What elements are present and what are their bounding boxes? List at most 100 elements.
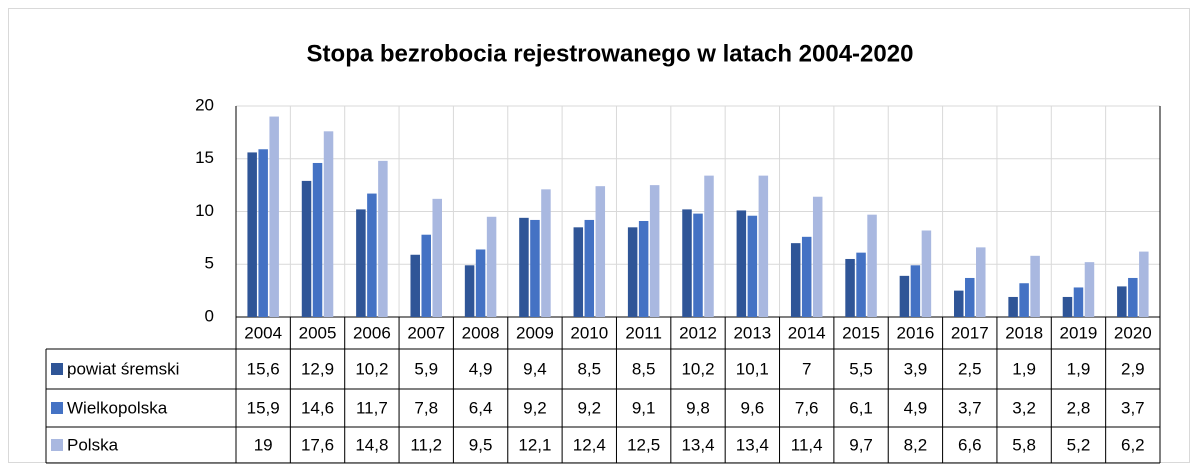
- table-cell: 12,5: [627, 435, 660, 454]
- bar: [965, 277, 975, 317]
- x-tick-label: 2018: [1005, 323, 1043, 342]
- bar: [541, 189, 551, 317]
- table-cell: 10,2: [681, 359, 714, 378]
- bar: [519, 217, 529, 317]
- bar: [1084, 262, 1095, 317]
- bar: [486, 216, 497, 317]
- bar: [899, 275, 910, 317]
- bar: [1062, 296, 1073, 317]
- bar: [247, 152, 257, 317]
- table-cell: 11,2: [410, 435, 442, 454]
- bar: [1139, 251, 1149, 317]
- table-cell: 6,1: [849, 398, 873, 417]
- bar: [921, 230, 932, 317]
- table-cell: 10,2: [355, 359, 388, 378]
- bar: [790, 243, 801, 317]
- x-tick-label: 2015: [842, 323, 880, 342]
- bar: [845, 258, 855, 317]
- table-cell: 13,4: [681, 435, 714, 454]
- bar: [693, 213, 703, 317]
- legend-label: Polska: [67, 435, 119, 454]
- y-tick-label: 5: [205, 254, 214, 273]
- bar: [584, 219, 595, 317]
- x-tick-label: 2014: [788, 323, 826, 342]
- bar: [910, 265, 921, 317]
- table-cell: 3,7: [958, 398, 982, 417]
- table-cell: 19: [254, 435, 273, 454]
- x-tick-label: 2011: [625, 323, 662, 342]
- bar: [1030, 255, 1040, 317]
- table-cell: 8,2: [904, 435, 928, 454]
- table-cell: 3,9: [904, 359, 928, 378]
- bar: [258, 149, 268, 317]
- bar: [312, 162, 323, 317]
- table-cell: 11,7: [356, 398, 388, 417]
- table-cell: 9,2: [523, 398, 547, 417]
- x-tick-label: 2020: [1114, 323, 1152, 342]
- bar: [367, 193, 377, 317]
- bar: [1019, 283, 1029, 317]
- table-cell: 5,8: [1012, 435, 1036, 454]
- bar: [464, 265, 475, 317]
- table-cell: 13,4: [736, 435, 769, 454]
- bar: [1073, 287, 1084, 317]
- x-tick-label: 2007: [407, 323, 445, 342]
- bar: [758, 175, 769, 317]
- bar: [301, 180, 312, 317]
- x-tick-label: 2008: [462, 323, 500, 342]
- bar: [954, 290, 964, 317]
- table-cell: 17,6: [301, 435, 334, 454]
- bar: [649, 185, 660, 317]
- table-cell: 6,4: [469, 398, 493, 417]
- table-cell: 5,5: [849, 359, 873, 378]
- table-cell: 7: [802, 359, 811, 378]
- bar: [812, 196, 823, 317]
- y-tick-label: 10: [195, 201, 214, 220]
- table-cell: 9,4: [523, 359, 547, 378]
- table-cell: 9,6: [741, 398, 765, 417]
- x-tick-label: 2004: [244, 323, 282, 342]
- bar: [1008, 296, 1018, 317]
- table-cell: 5,2: [1067, 435, 1091, 454]
- table-cell: 5,9: [414, 359, 438, 378]
- chart-title: Stopa bezrobocia rejestrowanego w latach…: [307, 40, 914, 67]
- bar: [378, 160, 388, 317]
- table-cell: 2,9: [1121, 359, 1145, 378]
- table-cell: 6,2: [1121, 435, 1145, 454]
- table-cell: 2,8: [1067, 398, 1091, 417]
- table-cell: 12,1: [518, 435, 551, 454]
- table-cell: 15,6: [247, 359, 280, 378]
- bar: [421, 234, 431, 317]
- bar: [856, 252, 866, 317]
- table-cell: 9,2: [577, 398, 601, 417]
- bar: [801, 236, 812, 317]
- bar: [573, 227, 584, 317]
- table-cell: 14,6: [301, 398, 334, 417]
- table-cell: 4,9: [469, 359, 493, 378]
- bar: [356, 209, 366, 317]
- table-cell: 2,5: [958, 359, 982, 378]
- table-cell: 1,9: [1067, 359, 1091, 378]
- bar: [323, 131, 334, 317]
- bar: [1117, 286, 1127, 317]
- x-tick-label: 2017: [951, 323, 989, 342]
- x-tick-label: 2019: [1060, 323, 1098, 342]
- table-cell: 14,8: [355, 435, 388, 454]
- bar: [530, 219, 540, 317]
- legend-label: Wielkopolska: [67, 398, 168, 417]
- x-tick-label: 2016: [896, 323, 934, 342]
- table-cell: 4,9: [904, 398, 928, 417]
- bar: [269, 116, 279, 317]
- legend-key: [51, 363, 63, 375]
- table-cell: 11,4: [791, 435, 823, 454]
- table-cell: 9,5: [469, 435, 493, 454]
- bar: [627, 227, 638, 317]
- bar: [976, 247, 986, 317]
- bar: [682, 209, 692, 317]
- x-tick-label: 2013: [733, 323, 771, 342]
- bar: [736, 210, 747, 317]
- table-cell: 1,9: [1012, 359, 1036, 378]
- bar: [747, 215, 758, 317]
- bar: [475, 249, 486, 317]
